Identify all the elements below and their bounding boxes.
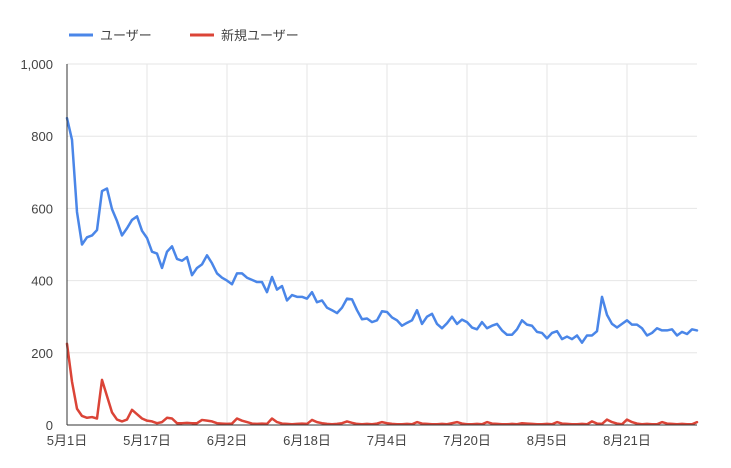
y-tick-label: 600 <box>31 201 53 216</box>
y-tick-label: 400 <box>31 274 53 289</box>
series-layer <box>65 116 699 426</box>
legend-label-users: ユーザー <box>100 28 152 43</box>
y-tick-label: 800 <box>31 129 53 144</box>
x-tick-label: 5月1日 <box>47 433 87 448</box>
x-axis-tick-labels: 5月1日 5月17日 6月2日 6月18日 7月4日 7月20日 8月5日 8月21日 <box>47 433 651 448</box>
legend-item-new-users[interactable]: 新規ユーザー <box>190 28 299 43</box>
x-tick-label: 5月17日 <box>123 433 171 448</box>
x-tick-label: 7月20日 <box>443 433 491 448</box>
x-tick-label: 6月18日 <box>283 433 331 448</box>
y-tick-label: 1,000 <box>20 57 53 72</box>
x-tick-label: 6月2日 <box>207 433 247 448</box>
legend-item-users[interactable]: ユーザー <box>69 28 152 43</box>
legend: ユーザー 新規ユーザー <box>69 28 299 43</box>
x-tick-label: 8月21日 <box>603 433 651 448</box>
y-axis-tick-labels: 0 200 400 600 800 1,000 <box>20 57 53 433</box>
x-tick-label: 8月5日 <box>527 433 567 448</box>
axes <box>66 64 697 426</box>
series-line-users <box>65 116 699 344</box>
x-gridlines <box>146 64 628 425</box>
y-tick-label: 200 <box>31 346 53 361</box>
x-tick-label: 7月4日 <box>367 433 407 448</box>
y-gridlines <box>67 63 697 354</box>
series-line-new-users <box>65 342 699 426</box>
legend-label-new-users: 新規ユーザー <box>221 28 299 43</box>
y-tick-label: 0 <box>46 418 53 433</box>
